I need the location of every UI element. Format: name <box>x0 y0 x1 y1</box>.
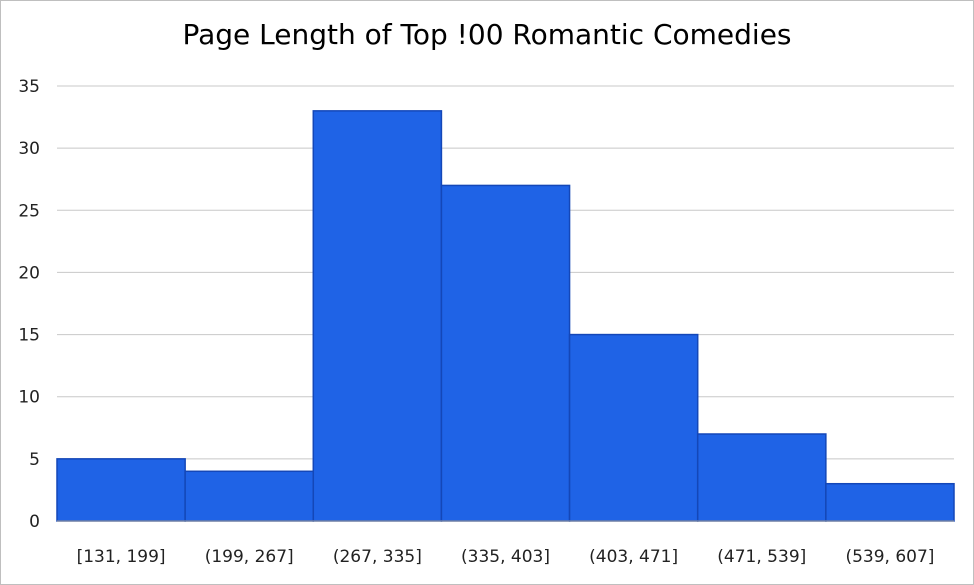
y-tick-label: 20 <box>18 263 40 283</box>
x-tick-label: (403, 471] <box>589 547 678 567</box>
x-tick-label: [131, 199] <box>77 547 166 567</box>
x-tick-label: (199, 267] <box>205 547 294 567</box>
histogram-bar <box>440 184 571 522</box>
y-tick-label: 25 <box>18 201 40 221</box>
chart-title: Page Length of Top !00 Romantic Comedies <box>182 18 792 51</box>
histogram-bar <box>696 433 827 522</box>
bars <box>56 110 955 522</box>
histogram-bar <box>568 333 699 522</box>
histogram-bar <box>312 110 443 522</box>
y-tick-label: 5 <box>29 450 40 470</box>
x-axis-ticks: [131, 199] (199, 267] (267, 335] (335, 403]… <box>77 547 935 567</box>
y-tick-label: 30 <box>18 139 40 159</box>
histogram-bar <box>825 482 955 522</box>
y-tick-label: 15 <box>18 326 40 346</box>
y-tick-label: 10 <box>18 388 40 408</box>
x-tick-label: (267, 335] <box>333 547 422 567</box>
histogram-bar <box>184 470 315 522</box>
y-axis-ticks: 0 5 10 15 20 25 30 35 <box>18 77 40 532</box>
y-tick-label: 0 <box>29 512 40 532</box>
x-tick-label: (335, 403] <box>461 547 550 567</box>
histogram-bar <box>56 458 186 522</box>
y-tick-label: 35 <box>18 77 40 97</box>
x-tick-label: (471, 539] <box>717 547 806 567</box>
x-tick-label: (539, 607] <box>845 547 934 567</box>
